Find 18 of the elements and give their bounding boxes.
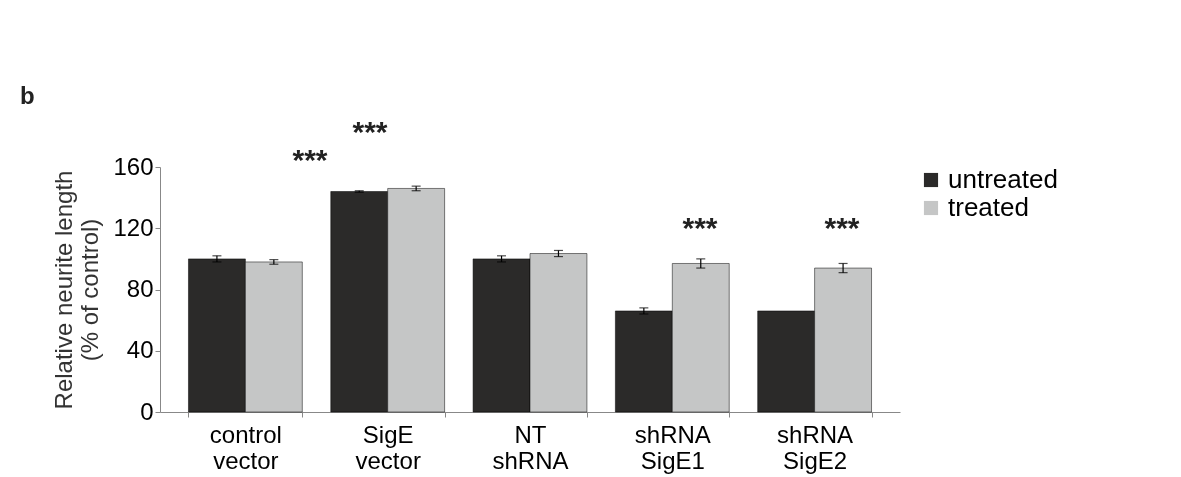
- y-axis-title: Relative neurite length (% of control): [50, 170, 104, 410]
- x-tick-label: shRNA SigE2: [777, 420, 854, 474]
- annotation: ***: [682, 211, 718, 244]
- x-tick-label: SigE vector: [355, 420, 421, 474]
- annotation: ***: [824, 211, 860, 244]
- y-tick-label: 40: [126, 336, 154, 364]
- y-tick-label: 80: [126, 275, 154, 302]
- y-tick-label: 160: [113, 152, 154, 180]
- legend-label: untreated: [948, 164, 1058, 194]
- y-tick-label: 120: [113, 213, 154, 241]
- text: ***: [352, 115, 388, 148]
- x-tick-label: shRNA SigE1: [634, 420, 711, 474]
- x-tick-label: NT shRNA: [492, 420, 569, 474]
- x-tick-label: control vector: [209, 420, 282, 474]
- legend-label: treated: [948, 192, 1029, 222]
- y-tick-label: 0: [140, 397, 154, 425]
- text: b: [20, 82, 35, 109]
- annotation: ***: [292, 143, 328, 176]
